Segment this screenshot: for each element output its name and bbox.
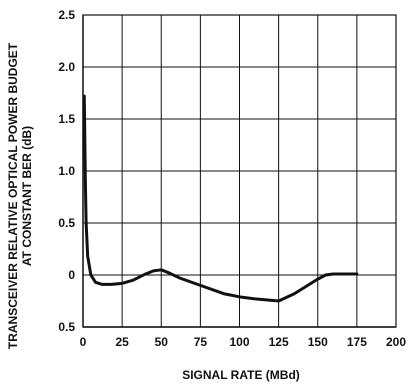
x-tick-label: 50 xyxy=(155,335,169,349)
x-tick-label: 150 xyxy=(308,335,328,349)
x-tick-label: 0 xyxy=(80,335,87,349)
y-tick-label: 2.5 xyxy=(58,8,75,22)
axis-layer xyxy=(82,15,396,328)
y-axis-title-line-2: AT CONSTANT BER (dB) xyxy=(20,126,34,266)
y-tick-label: 1.0 xyxy=(58,164,75,178)
series-line xyxy=(82,94,359,303)
y-tick-label: 2.0 xyxy=(58,60,75,74)
data-layer xyxy=(82,94,359,303)
x-tick-label: 125 xyxy=(269,335,289,349)
x-tick-label: 100 xyxy=(229,335,249,349)
y-tick-label: 1.5 xyxy=(58,112,75,126)
y-axis-title-group: TRANSCEIVER RELATIVE OPTICAL POWER BUDGE… xyxy=(6,42,34,349)
label-layer: 0 25 50 75 100 125 150 175 200 2.5 2.0 1.5 1.0 0.5 0 0.… xyxy=(58,8,406,349)
x-axis-title: SIGNAL RATE (MBd) xyxy=(182,368,300,382)
y-axis-title-line-1: TRANSCEIVER RELATIVE OPTICAL POWER BUDGE… xyxy=(6,42,20,349)
y-tick-label: 0.5 xyxy=(58,216,75,230)
y-tick-label: 0 xyxy=(68,268,75,282)
x-tick-label: 25 xyxy=(115,335,129,349)
x-tick-label: 200 xyxy=(386,335,406,349)
x-tick-label: 175 xyxy=(347,335,367,349)
x-tick-label: 75 xyxy=(194,335,208,349)
y-tick-label: 0.5 xyxy=(58,320,75,334)
